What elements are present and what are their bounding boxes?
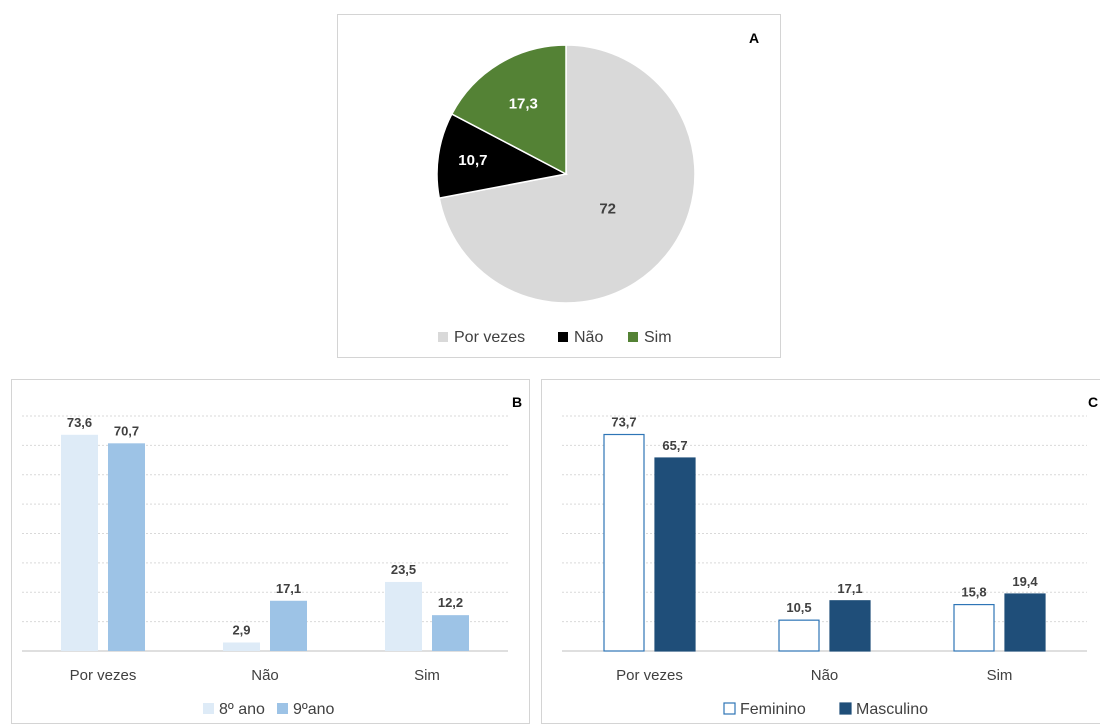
- bar-9-ano-1: [270, 600, 307, 651]
- legend-label: 9ºano: [293, 701, 335, 718]
- legend-label: Por vezes: [454, 329, 525, 346]
- panel-letter: A: [749, 30, 759, 46]
- x-tick-label: Não: [811, 667, 839, 684]
- chart-panel-b: B 73,6 70,7 Por vezes 2,9 17,1 Não 23,5 12,2 Sim 8…: [11, 379, 530, 724]
- panel-letter: C: [1088, 394, 1098, 410]
- legend-label: Sim: [644, 329, 672, 346]
- x-tick-label: Sim: [987, 667, 1013, 684]
- bar-value-label: 73,7: [611, 415, 636, 430]
- legend-swatch: [723, 702, 736, 715]
- pie-value-label: 10,7: [458, 152, 487, 169]
- legend-label: Feminino: [740, 701, 806, 718]
- bar-masculino-2: [1004, 593, 1046, 652]
- bar-9-ano-0: [108, 443, 145, 651]
- bar-feminino-0: [603, 433, 645, 652]
- chart-panel-a: A 72 10,7 17,3 Por vezes Não Sim: [337, 14, 781, 358]
- bar-feminino-1: [778, 619, 820, 652]
- bar-chart-b: B 73,6 70,7 Por vezes 2,9 17,1 Não 23,5 12,2 Sim 8…: [22, 394, 522, 718]
- bar-9-ano-2: [432, 615, 469, 651]
- pie-value-label: 72: [599, 201, 616, 218]
- bar-value-label: 15,8: [961, 585, 986, 600]
- pie-slice-não: [436, 112, 569, 200]
- bar-value-label: 23,5: [391, 562, 416, 577]
- legend-swatch: [558, 332, 568, 342]
- bar-value-label: 73,6: [67, 415, 92, 430]
- bar-value-label: 2,9: [232, 622, 250, 637]
- x-tick-label: Sim: [414, 667, 440, 684]
- legend-swatch: [628, 332, 638, 342]
- bar-masculino-1: [829, 600, 871, 652]
- legend-swatch: [203, 703, 214, 714]
- x-tick-label: Por vezes: [70, 667, 137, 684]
- bar-value-label: 12,2: [438, 595, 463, 610]
- bar-8-ano-1: [223, 642, 260, 651]
- bar-value-label: 19,4: [1012, 574, 1038, 589]
- chart-panel-c: C 73,7 65,7 Por vezes 10,5 17,1 Não 15,8 19,4 Sim…: [541, 379, 1100, 724]
- legend-label: 8º ano: [219, 701, 265, 718]
- legend-swatch: [277, 703, 288, 714]
- bar-feminino-2: [953, 603, 995, 652]
- x-tick-label: Por vezes: [616, 667, 683, 684]
- pie-value-label: 17,3: [509, 95, 538, 112]
- pie-slice-sim: [450, 44, 567, 176]
- bar-8-ano-0: [61, 434, 98, 651]
- bar-value-label: 17,1: [837, 581, 862, 596]
- legend-swatch: [438, 332, 448, 342]
- panel-letter: B: [512, 394, 522, 410]
- pie-chart-a: A 72 10,7 17,3 Por vezes Não Sim: [436, 30, 759, 346]
- x-tick-label: Não: [251, 667, 279, 684]
- legend-label: Não: [574, 329, 603, 346]
- bar-value-label: 65,7: [662, 438, 687, 453]
- bar-value-label: 17,1: [276, 581, 301, 596]
- bar-value-label: 10,5: [786, 600, 811, 615]
- bar-masculino-0: [654, 457, 696, 652]
- bar-8-ano-2: [385, 581, 422, 651]
- bar-chart-c: C 73,7 65,7 Por vezes 10,5 17,1 Não 15,8 19,4 Sim…: [562, 394, 1098, 718]
- bar-value-label: 70,7: [114, 423, 139, 438]
- legend-swatch: [839, 702, 852, 715]
- legend-label: Masculino: [856, 701, 928, 718]
